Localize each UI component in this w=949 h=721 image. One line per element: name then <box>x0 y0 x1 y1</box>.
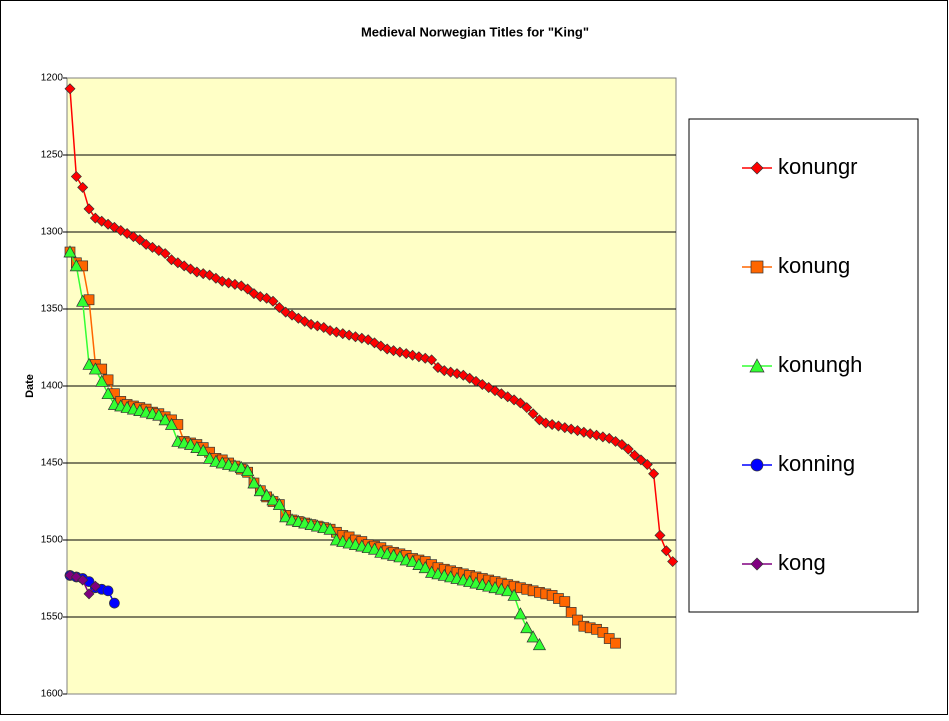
y-tick-label: 1550 <box>41 612 64 623</box>
marker <box>267 295 279 307</box>
marker <box>648 468 660 480</box>
y-tick-label: 1450 <box>41 458 64 469</box>
marker <box>63 245 77 258</box>
legend-label: kong <box>778 550 826 575</box>
marker <box>159 248 171 260</box>
legend-marker <box>749 358 765 373</box>
marker <box>418 560 432 574</box>
y-tick-label: 1500 <box>41 535 64 546</box>
y-tick-label: 1200 <box>41 73 64 84</box>
marker <box>527 408 539 420</box>
y-tick-label: 1250 <box>41 150 64 161</box>
marker <box>412 557 426 570</box>
marker <box>660 545 672 557</box>
marker <box>95 374 109 387</box>
y-tick-label: 1300 <box>41 227 64 238</box>
marker <box>253 483 267 497</box>
y-tick-label: 1400 <box>41 381 64 392</box>
y-axis-label: Date <box>24 374 36 398</box>
legend-label: konning <box>778 451 855 476</box>
marker <box>183 437 198 450</box>
legend-label: konungh <box>778 352 862 377</box>
marker <box>164 417 179 430</box>
legend-marker <box>750 161 764 175</box>
marker <box>83 588 95 600</box>
marker <box>279 510 293 523</box>
marker <box>526 630 540 643</box>
chart-title: Medieval Norwegian Titles for "King" <box>361 24 589 39</box>
marker <box>89 580 101 592</box>
marker <box>565 607 577 618</box>
marker <box>367 542 382 555</box>
marker <box>109 597 120 609</box>
marker <box>532 637 547 651</box>
marker <box>622 443 634 455</box>
legend-label: konungr <box>778 154 858 179</box>
legend-box <box>688 118 919 613</box>
legend-marker <box>750 260 764 274</box>
marker <box>667 556 679 568</box>
marker <box>405 554 420 567</box>
marker <box>641 459 653 471</box>
y-tick-label: 1600 <box>41 689 64 700</box>
legend-label: konung <box>778 253 850 278</box>
marker <box>426 354 438 366</box>
marker <box>507 588 521 601</box>
marker <box>520 621 534 634</box>
marker <box>134 234 146 246</box>
marker <box>572 614 583 626</box>
marker <box>610 637 621 649</box>
marker <box>559 596 571 607</box>
marker <box>82 357 96 370</box>
marker <box>260 488 274 501</box>
marker <box>70 171 82 183</box>
y-tick-label: 1350 <box>41 304 64 315</box>
marker <box>196 443 210 457</box>
marker <box>273 301 285 313</box>
marker <box>393 550 407 563</box>
marker <box>654 529 666 541</box>
marker <box>88 362 102 375</box>
marker <box>77 181 89 193</box>
marker <box>158 413 172 426</box>
marker <box>521 402 533 414</box>
marker <box>101 386 115 400</box>
marker <box>241 463 255 477</box>
marker <box>69 259 83 272</box>
marker <box>247 476 261 489</box>
marker <box>635 454 647 466</box>
marker <box>597 627 609 638</box>
marker <box>514 397 526 409</box>
marker <box>64 83 76 95</box>
marker <box>266 493 280 506</box>
marker <box>202 451 217 464</box>
marker <box>83 203 95 215</box>
marker <box>629 449 641 461</box>
marker <box>323 522 337 535</box>
marker <box>234 460 248 473</box>
legend-marker <box>750 557 764 571</box>
marker <box>77 574 89 586</box>
marker <box>190 440 204 453</box>
marker <box>152 408 166 421</box>
marker <box>242 283 254 295</box>
marker <box>616 439 628 451</box>
marker <box>76 294 90 307</box>
marker <box>102 585 114 597</box>
marker <box>272 497 286 510</box>
legend-marker <box>750 458 764 472</box>
marker <box>501 584 515 597</box>
marker <box>513 607 527 620</box>
